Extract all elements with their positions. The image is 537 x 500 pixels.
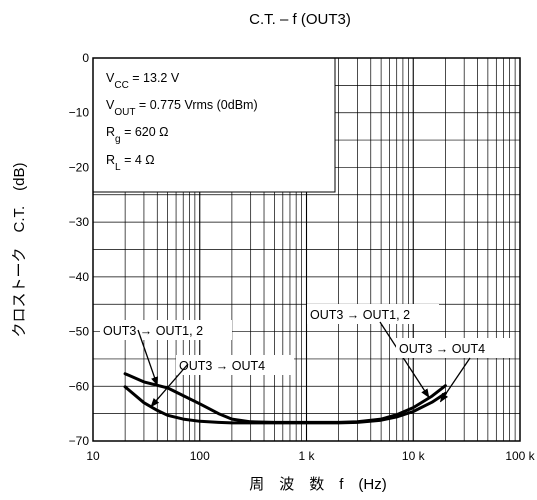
condition-line: VOUT = 0.775 Vrms (0dBm) — [106, 98, 258, 118]
annotation-arrow — [137, 329, 159, 387]
condition-line: VCC = 13.2 V — [106, 71, 180, 91]
y-tick-labels: 0 −10 −20 −30 −40 −50 −60 −70 — [69, 51, 90, 448]
chart-title: C.T. – f (OUT3) — [249, 11, 351, 28]
y-tick-label: 0 — [82, 51, 89, 65]
x-tick-labels: 10 100 1 k 10 k 100 k — [86, 449, 535, 463]
annotation-label: OUT3 → OUT1, 2 — [103, 324, 203, 338]
annotation-arrow — [439, 357, 471, 403]
annotation-background — [396, 338, 514, 358]
annotation-background — [100, 320, 232, 340]
annotation-background — [176, 355, 294, 375]
conditions-box — [92, 57, 336, 193]
series-group — [123, 372, 447, 425]
x-tick-label: 100 k — [505, 449, 535, 463]
y-tick-label: −10 — [69, 106, 90, 120]
x-axis-label: 周 波 数 f (Hz) — [249, 476, 387, 493]
annotation-label: OUT3 → OUT4 — [399, 342, 485, 356]
annotation-arrow — [150, 363, 189, 408]
annotation-background — [307, 304, 439, 324]
y-tick-label: −40 — [69, 270, 90, 284]
annotations: OUT3 → OUT1, 2 OUT3 → OUT4 OUT3 → OUT1, 2 O… — [100, 304, 514, 408]
y-tick-label: −70 — [69, 434, 90, 448]
condition-line: Rg = 620 Ω — [106, 125, 169, 145]
conditions: VCC = 13.2 V VOUT = 0.775 Vrms (0dBm) Rg =… — [106, 71, 258, 173]
series-line-2 — [123, 385, 447, 425]
x-tick-label: 10 k — [402, 449, 426, 463]
x-tick-label: 100 — [190, 449, 210, 463]
condition-line: RL = 4 Ω — [106, 153, 155, 173]
y-tick-label: −20 — [69, 160, 90, 174]
annotation-label: OUT3 → OUT4 — [179, 359, 265, 373]
y-axis-label: クロストーク C.T. (dB) — [11, 162, 28, 337]
y-tick-label: −60 — [69, 379, 90, 393]
x-tick-label: 10 — [86, 449, 100, 463]
annotation-arrow — [379, 321, 430, 398]
y-tick-label: −50 — [69, 325, 90, 339]
x-tick-label: 1 k — [298, 449, 315, 463]
y-tick-label: −30 — [69, 215, 90, 229]
plot-frame — [92, 57, 521, 442]
annotation-label: OUT3 → OUT1, 2 — [310, 308, 410, 322]
